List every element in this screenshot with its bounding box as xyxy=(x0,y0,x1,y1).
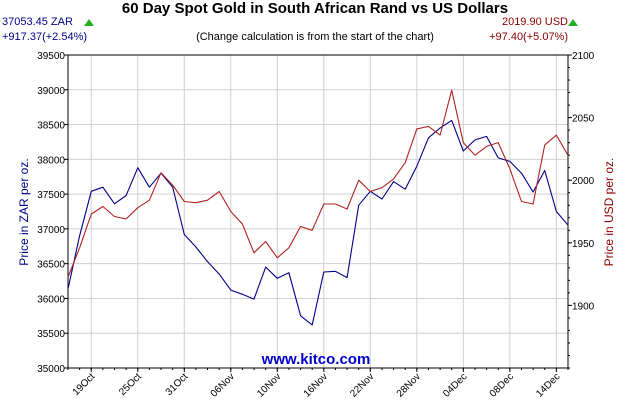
left-tick-label: 35500 xyxy=(37,329,65,340)
right-axis-label: Price in USD per oz. xyxy=(602,158,616,267)
right-tick-label: 2050 xyxy=(572,114,595,125)
left-tick-label: 36500 xyxy=(37,260,65,271)
right-tick-label: 1950 xyxy=(572,239,595,250)
x-tick-label: 19Oct xyxy=(71,371,98,398)
chart-subtitle: (Change calculation is from the start of… xyxy=(196,31,434,43)
zar-change: +917.37(+2.54%) xyxy=(2,31,88,43)
x-tick-label: 28Nov xyxy=(395,371,423,399)
left-axis-label: Price in ZAR per oz. xyxy=(17,158,31,265)
left-tick-label: 35000 xyxy=(37,364,65,375)
usd-change: +97.40(+5.07%) xyxy=(489,31,568,43)
x-tick-label: 25Oct xyxy=(117,371,144,398)
left-tick-label: 38000 xyxy=(37,155,65,166)
chart-title: 60 Day Spot Gold in South African Rand v… xyxy=(121,0,509,17)
series-line-zar xyxy=(67,119,569,326)
x-tick-label: 14Dec xyxy=(534,371,562,399)
left-axis-ticks: 35000 35500 36000 36500 37000 37500 38000 38500… xyxy=(37,51,68,375)
zar-price: 37053.45 ZAR xyxy=(2,16,73,28)
usd-price: 2019.90 USD xyxy=(501,16,568,28)
right-tick-label: 2100 xyxy=(572,51,595,62)
left-tick-label: 36000 xyxy=(37,294,65,305)
x-tick-label: 04Dec xyxy=(441,371,469,399)
left-tick-label: 39000 xyxy=(37,86,65,97)
right-axis-ticks: 1900 1950 2000 2050 2100 xyxy=(568,51,595,369)
x-tick-label: 08Dec xyxy=(488,371,516,399)
x-tick-label: 31Oct xyxy=(164,371,191,398)
zar-up-arrow-icon xyxy=(84,19,94,26)
left-tick-label: 39500 xyxy=(37,51,65,62)
x-tick-label: 16Nov xyxy=(302,371,330,399)
left-tick-label: 38500 xyxy=(37,121,65,132)
x-tick-label: 06Nov xyxy=(209,371,237,399)
watermark: www.kitco.com xyxy=(261,351,371,368)
series-line-usd xyxy=(67,89,569,278)
left-tick-label: 37500 xyxy=(37,190,65,201)
usd-up-arrow-icon xyxy=(568,19,578,26)
x-tick-label: 22Nov xyxy=(348,371,376,399)
right-tick-label: 2000 xyxy=(572,176,595,187)
left-tick-label: 37000 xyxy=(37,225,65,236)
x-tick-label: 10Nov xyxy=(255,371,283,399)
plot-frame xyxy=(67,54,569,369)
right-tick-label: 1900 xyxy=(572,301,595,312)
grid xyxy=(68,55,568,368)
series xyxy=(67,89,569,326)
x-axis-ticks: 19Oct 25Oct 31Oct 06Nov 10Nov 16Nov 22Nov 28Nov… xyxy=(67,368,569,400)
